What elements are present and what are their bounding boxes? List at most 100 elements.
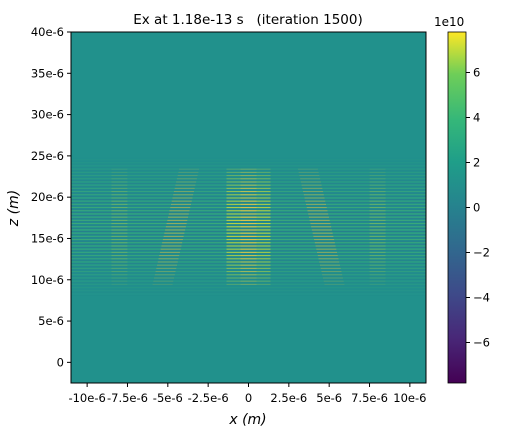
outer-arm-segment xyxy=(369,242,386,244)
x-tick-label: -10e-6 xyxy=(68,391,105,405)
outer-arm-segment xyxy=(111,178,128,180)
fringe-line xyxy=(71,195,426,197)
diagonal-arm-segment xyxy=(171,200,192,202)
central-beam-core xyxy=(240,184,257,186)
fringe-line xyxy=(71,295,426,296)
x-tick-label: -2.5e-6 xyxy=(188,391,229,405)
central-beam-core xyxy=(240,219,257,221)
colorbar-ticks: −6 −4 −2 0 2 4 6 xyxy=(466,66,490,350)
fringe-line xyxy=(71,160,426,162)
central-beam-core xyxy=(240,274,257,276)
central-beam-segment xyxy=(226,271,271,273)
diagonal-arm-segment xyxy=(314,242,335,244)
x-axis: -10e-6 -7.5e-6 -5e-6 -2.5e-6 0 2.5e-6 5e-6 7.5e… xyxy=(68,383,426,405)
y-tick-label: 5e-6 xyxy=(38,314,64,328)
fringe-line xyxy=(71,256,426,258)
x-tick-label: 7.5e-6 xyxy=(351,391,388,405)
central-beam-segment xyxy=(226,181,271,183)
outer-arm-segment xyxy=(111,251,128,253)
diagonal-arm-segment xyxy=(157,264,178,266)
central-beam-core xyxy=(240,203,257,205)
diagonal-arm-segment xyxy=(169,210,190,212)
diagonal-arm-segment xyxy=(177,175,198,177)
x-tick-label: 10e-6 xyxy=(393,391,426,405)
diagonal-arm-segment xyxy=(317,255,338,257)
central-beam-core xyxy=(240,229,257,231)
y-axis-label: z (m) xyxy=(6,190,22,227)
outer-arm-segment xyxy=(111,171,128,173)
outer-arm-segment xyxy=(369,216,386,218)
diagonal-arm-segment xyxy=(319,264,340,266)
x-tick-label: -7.5e-6 xyxy=(107,391,148,405)
diagonal-arm-segment xyxy=(160,248,181,250)
fringe-line xyxy=(71,168,426,170)
diagonal-arm-segment xyxy=(297,168,318,170)
diagonal-arm-segment xyxy=(159,255,180,257)
outer-arm-segment xyxy=(111,242,128,244)
diagonal-arm-segment xyxy=(317,251,338,253)
diagonal-arm-segment xyxy=(152,283,173,285)
diagonal-arm-segment xyxy=(170,203,191,205)
outer-arm-segment xyxy=(111,271,128,273)
outer-arm-segment xyxy=(111,239,128,241)
central-beam-segment xyxy=(226,203,271,205)
fringe-line xyxy=(71,165,426,167)
diagonal-arm-segment xyxy=(298,171,319,173)
fringe-line xyxy=(71,173,426,175)
central-beam-core xyxy=(240,175,257,177)
diagonal-arm-segment xyxy=(305,200,326,202)
diagonal-arm-segment xyxy=(157,261,178,263)
outer-arm-segment xyxy=(369,181,386,183)
fringe-line xyxy=(71,215,426,216)
diagonal-arm-segment xyxy=(165,226,186,228)
diagonal-arm-segment xyxy=(176,178,197,180)
fringe-line xyxy=(71,280,426,282)
diagonal-arm-segment xyxy=(176,181,197,183)
fringe-line xyxy=(71,279,426,280)
fringe-line xyxy=(71,183,426,184)
central-beam-segment xyxy=(226,258,271,260)
fringe-line xyxy=(71,271,426,272)
fringe-line xyxy=(71,178,426,180)
diagonal-arm-segment xyxy=(300,181,321,183)
outer-arm-segment xyxy=(111,210,128,212)
diagonal-arm-segment xyxy=(321,271,342,273)
diagonal-arm-segment xyxy=(155,271,176,273)
outer-arm-segment xyxy=(111,203,128,205)
central-beam-segment xyxy=(226,168,271,170)
x-tick-label: 5e-6 xyxy=(316,391,342,405)
diagonal-arm-segment xyxy=(178,171,199,173)
central-beam-core xyxy=(240,197,257,199)
diagonal-arm-segment xyxy=(175,184,196,186)
outer-arm-segment xyxy=(369,219,386,221)
fringe-line xyxy=(71,170,426,172)
central-beam-core xyxy=(240,226,257,228)
fringe-line xyxy=(71,171,426,173)
diagonal-arm-segment xyxy=(300,178,321,180)
diagonal-arm-segment xyxy=(314,239,335,241)
colorbar-tick-label: 0 xyxy=(473,201,480,215)
outer-arm-segment xyxy=(111,191,128,193)
central-beam-segment xyxy=(226,171,271,173)
central-beam-core xyxy=(240,168,257,170)
central-beam-core xyxy=(240,255,257,257)
fringe-line xyxy=(71,175,426,176)
outer-arm-segment xyxy=(111,223,128,225)
outer-arm-segment xyxy=(111,248,128,250)
fringe-line xyxy=(71,227,426,229)
outer-arm-segment xyxy=(111,232,128,234)
central-beam-segment xyxy=(226,197,271,199)
diagonal-arm-segment xyxy=(306,207,327,209)
y-tick-label: 35e-6 xyxy=(31,66,64,80)
diagonal-arm-segment xyxy=(153,280,174,282)
outer-arm-segment xyxy=(111,181,128,183)
central-beam-segment xyxy=(226,248,271,250)
outer-arm-segment xyxy=(111,280,128,282)
central-beam-core xyxy=(240,264,257,266)
outer-arm-segment xyxy=(369,261,386,263)
outer-arm-segment xyxy=(111,267,128,269)
fringe-line xyxy=(71,211,426,213)
outer-arm-segment xyxy=(369,232,386,234)
diagonal-arm-segment xyxy=(303,191,324,193)
fringe-line xyxy=(71,234,426,236)
